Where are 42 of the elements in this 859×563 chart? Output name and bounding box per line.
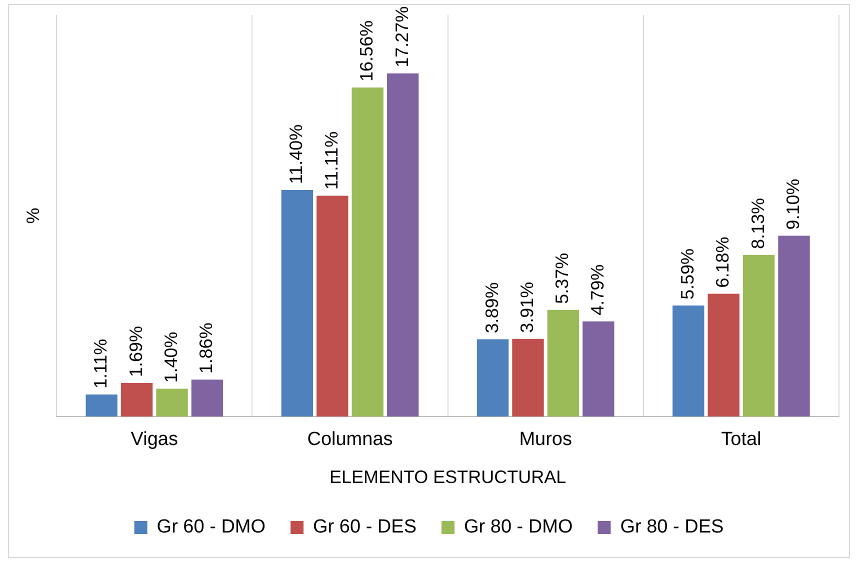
data-label: 6.18% xyxy=(712,236,733,288)
bar xyxy=(281,190,314,417)
data-label: 8.13% xyxy=(748,198,768,250)
x-axis-title: ELEMENTO ESTRUCTURAL xyxy=(329,467,566,488)
bar xyxy=(778,236,810,417)
bar xyxy=(352,87,384,417)
legend-label: Gr 60 - DMO xyxy=(156,516,266,538)
x-tick-label: Columnas xyxy=(307,429,393,450)
data-label: 1.86% xyxy=(196,322,216,374)
data-label: 3.91% xyxy=(516,282,537,333)
data-label: 1.11% xyxy=(90,338,111,389)
bar xyxy=(156,388,188,417)
bar xyxy=(512,338,544,417)
bar xyxy=(708,294,740,417)
bar xyxy=(582,321,614,417)
data-label: 16.56% xyxy=(356,20,377,82)
y-axis-title: % xyxy=(22,208,43,224)
data-label: 5.59% xyxy=(677,248,698,300)
x-tick-label: Total xyxy=(721,429,762,450)
legend-label: Gr 80 - DMO xyxy=(464,516,573,538)
bar xyxy=(86,394,118,417)
data-label: 11.11% xyxy=(321,131,342,190)
bar xyxy=(547,310,580,417)
data-label: 4.79% xyxy=(587,264,608,316)
data-label: 1.69% xyxy=(126,326,146,378)
bar xyxy=(742,255,775,417)
bar xyxy=(476,339,509,417)
data-label: 17.27% xyxy=(392,6,412,68)
data-label: 5.37% xyxy=(552,252,572,304)
data-label: 9.10% xyxy=(782,178,803,230)
bar xyxy=(191,380,224,417)
bar xyxy=(672,305,704,417)
bar xyxy=(316,196,348,417)
bar xyxy=(120,383,153,417)
bar xyxy=(386,73,419,417)
legend-label: Gr 80 - DES xyxy=(620,516,724,538)
data-label: 1.40% xyxy=(160,332,181,383)
x-tick-label: Vigas xyxy=(130,429,178,450)
data-label: 11.40% xyxy=(286,124,306,184)
legend-label: Gr 60 - DES xyxy=(313,516,417,538)
x-tick-label: Muros xyxy=(519,429,572,450)
data-label: 3.89% xyxy=(482,282,502,334)
